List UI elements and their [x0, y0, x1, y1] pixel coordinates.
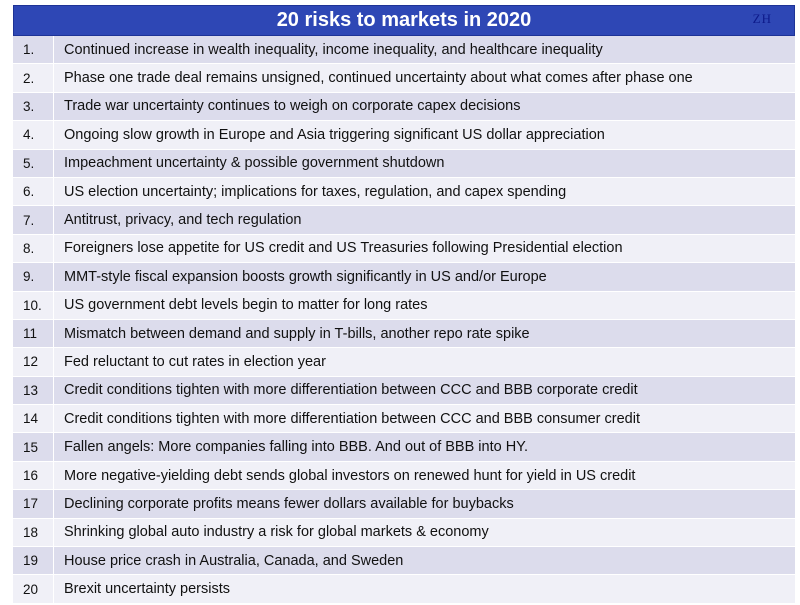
- risk-number: 4.: [13, 121, 54, 149]
- risk-number: 8.: [13, 234, 54, 263]
- table-row: 10. US government debt levels begin to ma…: [13, 291, 795, 320]
- risk-number: 6.: [13, 177, 54, 206]
- risk-number: 9.: [13, 263, 54, 291]
- risk-text: Fed reluctant to cut rates in election y…: [64, 353, 326, 370]
- risk-text: Trade war uncertainty continues to weigh…: [64, 98, 521, 115]
- risk-text: MMT-style fiscal expansion boosts growth…: [64, 268, 547, 285]
- table-row: 2. Phase one trade deal remains unsigned,…: [13, 64, 795, 93]
- table-row: 12 Fed reluctant to cut rates in election…: [13, 348, 795, 377]
- risk-number: 11: [13, 319, 54, 348]
- risk-text: More negative-yielding debt sends global…: [64, 467, 636, 484]
- risk-text: Credit conditions tighten with more diff…: [64, 382, 638, 399]
- risk-number: 5.: [13, 149, 54, 177]
- risk-number: 3.: [13, 92, 54, 121]
- table-row: 7. Antitrust, privacy, and tech regulatio…: [13, 206, 795, 235]
- risk-text: Shrinking global auto industry a risk fo…: [64, 524, 489, 541]
- risk-number: 7.: [13, 206, 54, 234]
- risk-text: US government debt levels begin to matte…: [64, 297, 428, 314]
- table-row: 5. Impeachment uncertainty & possible gov…: [13, 149, 795, 178]
- table-row: 3. Trade war uncertainty continues to wei…: [13, 92, 795, 122]
- risk-list: 1. Continued increase in wealth inequalit…: [13, 36, 795, 604]
- table-row: 11 Mismatch between demand and supply in …: [13, 319, 795, 349]
- risk-number: 2.: [13, 64, 54, 92]
- watermark-logo: ZH: [752, 11, 772, 26]
- table-row: 16 More negative-yielding debt sends glob…: [13, 461, 795, 491]
- table-row: 1. Continued increase in wealth inequalit…: [13, 36, 795, 65]
- table-row: 13 Credit conditions tighten with more di…: [13, 376, 795, 406]
- risk-text: Continued increase in wealth inequality,…: [64, 41, 603, 58]
- risk-number: 16: [13, 461, 54, 490]
- risk-number: 1.: [13, 36, 54, 64]
- risk-text: Impeachment uncertainty & possible gover…: [64, 155, 445, 172]
- risk-number: 17: [13, 490, 54, 518]
- table-row: 19 House price crash in Australia, Canada…: [13, 547, 795, 576]
- table-row: 17 Declining corporate profits means fewe…: [13, 490, 795, 519]
- risk-text: Brexit uncertainty persists: [64, 581, 231, 598]
- risk-text: US election uncertainty; implications fo…: [64, 183, 567, 200]
- risk-number: 19: [13, 547, 54, 575]
- risk-text: Antitrust, privacy, and tech regulation: [64, 212, 302, 229]
- table-row: 18 Shrinking global auto industry a risk …: [13, 518, 795, 548]
- table-row: 6. US election uncertainty; implications …: [13, 177, 795, 207]
- risk-number: 10.: [13, 291, 54, 319]
- table-header: 20 risks to markets in 2020 ZH: [13, 5, 795, 36]
- risk-number: 15: [13, 433, 54, 461]
- risk-text: Declining corporate profits means fewer …: [64, 495, 514, 512]
- risk-text: House price crash in Australia, Canada, …: [64, 552, 404, 569]
- risk-text: Foreigners lose appetite for US credit a…: [64, 240, 623, 257]
- risk-text: Mismatch between demand and supply in T-…: [64, 325, 530, 342]
- risk-text: Ongoing slow growth in Europe and Asia t…: [64, 126, 605, 143]
- risk-number: 13: [13, 376, 54, 405]
- risk-text: Credit conditions tighten with more diff…: [64, 410, 640, 427]
- risk-text: Phase one trade deal remains unsigned, c…: [64, 70, 693, 87]
- risk-number: 14: [13, 405, 54, 433]
- risk-text: Fallen angels: More companies falling in…: [64, 439, 528, 456]
- table-row: 9. MMT-style fiscal expansion boosts grow…: [13, 263, 795, 292]
- risk-number: 20: [13, 575, 54, 603]
- table-row: 4. Ongoing slow growth in Europe and Asia…: [13, 121, 795, 150]
- table-row: 20 Brexit uncertainty persists: [13, 575, 795, 604]
- page-title: 20 risks to markets in 2020: [276, 9, 532, 31]
- risks-table: 20 risks to markets in 2020 ZH 1. Continu…: [13, 5, 795, 604]
- risk-number: 12: [13, 348, 54, 376]
- table-row: 14 Credit conditions tighten with more di…: [13, 405, 795, 434]
- table-row: 8. Foreigners lose appetite for US credit…: [13, 234, 795, 264]
- table-row: 15 Fallen angels: More companies falling …: [13, 433, 795, 462]
- risk-number: 18: [13, 518, 54, 547]
